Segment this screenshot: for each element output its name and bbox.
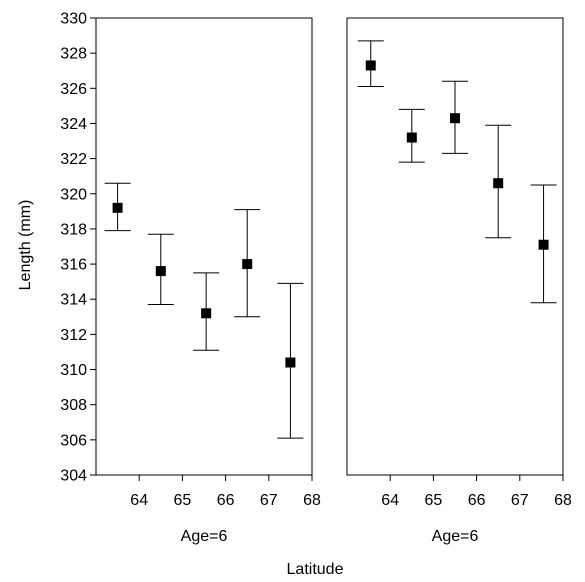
data-point (242, 259, 253, 270)
x-tick-label: 66 (217, 492, 235, 509)
panel-title-left: Age=6 (181, 528, 228, 545)
y-tick-label: 316 (60, 257, 87, 274)
x-axis-label: Latitude (287, 561, 344, 578)
x-tick-label: 67 (511, 492, 529, 509)
x-tick-label: 64 (381, 492, 399, 509)
y-tick-label: 330 (60, 11, 87, 28)
y-axis-label: Length (mm) (17, 200, 34, 291)
data-point (201, 308, 212, 319)
x-tick-label: 68 (554, 492, 572, 509)
y-tick-label: 318 (60, 221, 87, 238)
x-tick-label: 68 (303, 492, 321, 509)
y-tick-label: 328 (60, 46, 87, 63)
plot-frame-right (346, 17, 564, 476)
y-tick-label: 320 (60, 186, 87, 203)
x-tick-label: 65 (425, 492, 443, 509)
y-tick-label: 322 (60, 151, 87, 168)
data-point (285, 357, 296, 368)
y-tick-label: 312 (60, 327, 87, 344)
y-tick-label: 324 (60, 116, 87, 133)
y-tick-label: 314 (60, 292, 87, 309)
x-tick-label: 66 (468, 492, 486, 509)
x-tick-label: 67 (260, 492, 278, 509)
y-tick-label: 304 (60, 468, 87, 485)
y-tick-label: 308 (60, 397, 87, 414)
y-tick-label: 310 (60, 362, 87, 379)
panel-title-right: Age=6 (432, 528, 479, 545)
panel-left: 304 306 308 310 312 314 316 318 320 322 324 326 328 3… (60, 11, 321, 546)
y-tick-label: 306 (60, 432, 87, 449)
data-point (538, 239, 549, 250)
data-point (493, 178, 504, 189)
y-tick-label: 326 (60, 81, 87, 98)
plot-frame-left (95, 17, 313, 476)
data-point (450, 113, 460, 124)
data-point (112, 202, 123, 213)
x-tick-label: 65 (174, 492, 192, 509)
panel-right: 64 65 66 67 68 Age=6 (346, 17, 572, 545)
x-tick-label: 64 (130, 492, 148, 509)
data-point (406, 132, 417, 143)
data-point (365, 60, 376, 71)
data-point (155, 266, 166, 277)
